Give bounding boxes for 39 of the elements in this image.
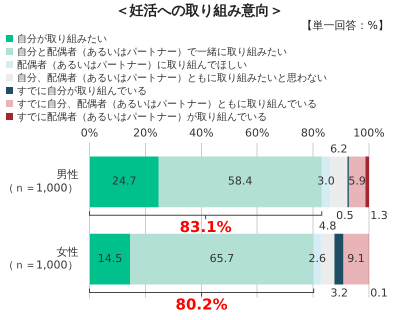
data-label: 0.1 [370, 286, 388, 300]
legend-label: すでに配偶者（あるいはパートナー）が取り組んでいる [17, 112, 267, 123]
data-label: 65.7 [210, 252, 234, 266]
chart-subtitle: 【単一回答：%】 [300, 18, 390, 33]
x-tick-label: 60% [244, 126, 270, 140]
bar [334, 234, 344, 285]
bar [90, 156, 159, 208]
legend-label: 自分が取り組みたい [17, 34, 107, 45]
legend-label: すでに自分が取り組んでいる [17, 86, 147, 97]
data-label: 4.8 [318, 220, 336, 233]
data-label: 1.3 [370, 209, 388, 222]
bar [348, 156, 366, 208]
x-tick-label: 100% [353, 126, 385, 140]
y-tick-label: 女性（ｎ＝1,000） [2, 245, 78, 272]
data-label: 58.4 [228, 174, 252, 188]
data-label: 2.6 [308, 252, 326, 266]
annotation: 80.2% [176, 295, 228, 314]
data-label: 3.0 [317, 174, 335, 188]
x-tick-label: 40% [189, 126, 214, 140]
legend-label: 配偶者（あるいはパートナー）に取り組んでほしい [17, 60, 247, 71]
bar [90, 234, 130, 285]
legend-label: 自分、配偶者（あるいはパートナー）ともに取り組みたいと思わない [17, 73, 327, 84]
legend-label: 自分と配偶者（あるいはパートナー）で一緒に取り組みたい [17, 47, 287, 58]
x-tick-label: 20% [133, 126, 158, 140]
data-label: 3.2 [330, 286, 348, 300]
x-tick-label: 80% [300, 126, 326, 140]
data-label: 9.1 [347, 252, 365, 266]
data-label: 5.9 [348, 174, 366, 188]
data-label: 14.5 [98, 252, 122, 266]
annotation: 83.1% [180, 218, 232, 236]
bar [365, 156, 369, 208]
y-tick-label: 男性（ｎ＝1,000） [2, 168, 78, 194]
chart-title: ＜妊活への取り組み意向＞ [114, 2, 284, 20]
legend-label: すでに自分、配偶者（あるいはパートナー）ともに取り組んでいる [17, 99, 317, 110]
data-label: 0.5 [336, 209, 354, 222]
data-label: 6.2 [330, 142, 348, 156]
x-tick-label: 0% [80, 126, 98, 140]
data-label: 24.7 [112, 174, 137, 188]
bar [343, 234, 369, 285]
